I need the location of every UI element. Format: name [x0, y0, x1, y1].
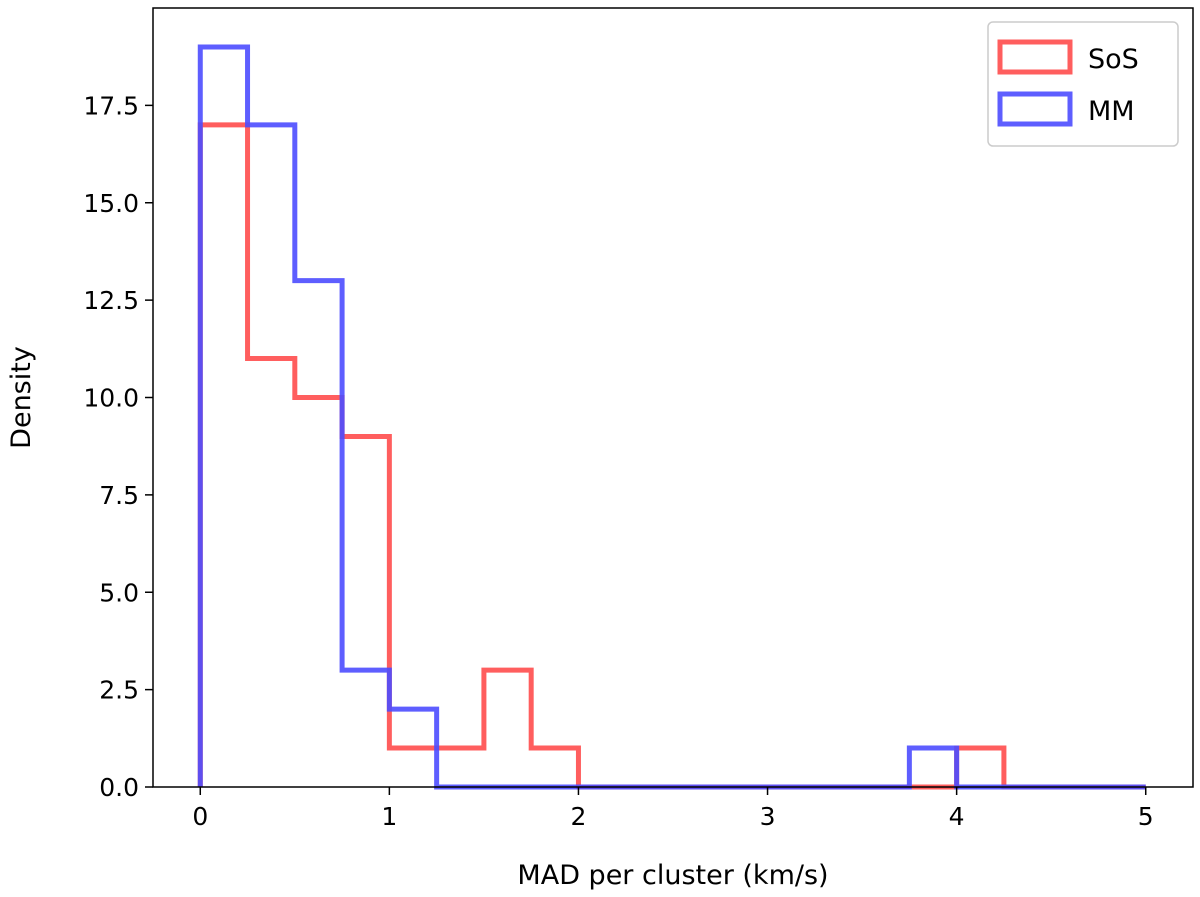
y-tick-label: 0.0 [99, 773, 139, 802]
x-axis-label: MAD per cluster (km/s) [517, 860, 828, 891]
legend-swatch-sos [997, 39, 1073, 75]
legend: SoS MM [987, 21, 1179, 147]
y-axis-label: Density [6, 346, 37, 449]
y-tick-label: 5.0 [99, 578, 139, 607]
x-tick-label: 2 [571, 802, 587, 831]
y-tick-label: 12.5 [83, 286, 139, 315]
x-tick-label: 4 [949, 802, 965, 831]
legend-box [987, 21, 1179, 147]
y-axis-ticks: 0.0 2.5 5.0 7.5 10.0 12.5 15.0 17.5 [83, 91, 153, 802]
legend-label-mm: MM [1088, 96, 1135, 127]
x-tick-label: 0 [192, 802, 208, 831]
x-tick-label: 3 [760, 802, 776, 831]
y-tick-label: 7.5 [99, 481, 139, 510]
y-tick-label: 17.5 [83, 91, 139, 120]
legend-swatch-mm [997, 91, 1073, 127]
y-tick-label: 10.0 [83, 384, 139, 413]
y-tick-label: 2.5 [99, 676, 139, 705]
x-tick-label: 5 [1138, 802, 1154, 831]
y-tick-label: 15.0 [83, 189, 139, 218]
legend-label-sos: SoS [1088, 44, 1139, 75]
x-axis-ticks: 0 1 2 3 4 5 [192, 787, 1154, 831]
x-tick-label: 1 [381, 802, 397, 831]
